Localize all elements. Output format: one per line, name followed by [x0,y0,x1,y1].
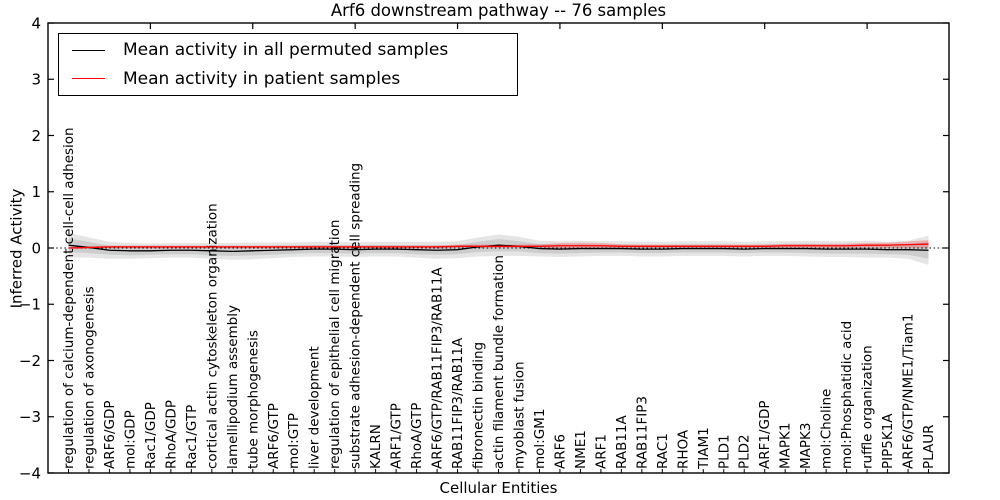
x-tick-label: RHOA [675,429,691,469]
y-tick-label: 3 [31,71,41,89]
y-tick-label: −2 [19,352,41,370]
legend-item-patient: Mean activity in patient samples [72,67,517,91]
x-tick-label: PLAUR [921,425,937,469]
confidence-band-permuted-outer [68,232,929,265]
x-tick-label: NME1 [573,430,589,469]
x-tick-label: PLD2 [737,434,753,469]
x-tick-label: RAC1 [655,433,671,469]
x-axis-label: Cellular Entities [439,479,558,497]
x-tick-label: mol:GM1 [532,409,548,469]
y-tick-label: −1 [19,296,41,314]
permuted-mean-line [68,244,929,253]
x-tick-label: mol:GDP [122,410,138,469]
x-tick-label: substrate adhesion-dependent cell spread… [348,163,364,469]
confidence-band-permuted-inner [68,238,929,259]
x-tick-label: MAPK1 [778,423,794,469]
legend-item-permuted: Mean activity in all permuted samples [72,38,517,62]
x-tick-label: PLD1 [716,434,732,469]
x-tick-label: RhoA/GDP [163,400,179,469]
x-tick-label: mol:GTP [286,413,302,469]
y-tick-label: −4 [19,464,41,482]
x-tick-label: PIP5K1A [880,413,896,469]
x-tick-label: fibronectin binding [471,342,487,469]
x-tick-label: RAB11FIP3 [634,396,650,469]
chart-title: Arf6 downstream pathway -- 76 samples [330,1,667,20]
x-tick-label: RhoA/GTP [409,403,425,469]
x-tick-label: Rac1/GDP [143,402,159,469]
x-tick-label: ARF6/GTP [266,403,282,469]
x-tick-label: regulation of calcium-dependent cell-cel… [61,127,77,469]
x-tick-label: regulation of epithelial cell migration [327,220,343,469]
y-tick-label: −3 [19,408,41,426]
x-tick-label: ruffle organization [860,345,876,469]
x-tick-label: ARF6 [552,434,568,469]
x-tick-label: ARF6/GTP/RAB11FIP3/RAB11A [430,267,446,469]
x-tick-label: ARF1 [593,434,609,469]
x-tick-label: regulation of axonogenesis [81,286,97,469]
legend-label: Mean activity in patient samples [123,68,401,89]
x-tick-label: liver development [307,346,323,469]
x-tick-label: myoblast fusion [511,361,527,469]
y-axis-label: Inferred Activity [7,188,26,309]
x-tick-label: mol:Phosphatidic acid [839,321,855,469]
x-tick-label: lamellipodium assembly [225,305,241,469]
x-tick-label: cortical actin cytoskeleton organization [204,203,220,469]
x-tick-label: ARF6/GTP/NME1/Tiam1 [901,314,917,469]
x-tick-label: ARF1/GTP [389,403,405,469]
legend: Mean activity in all permuted samples Me… [58,33,518,96]
patient-line-swatch [72,78,105,80]
y-tick-label: 4 [31,14,41,32]
x-tick-label: RAB11A [614,414,630,469]
x-tick-label: ARF1/GDP [757,400,773,469]
legend-label: Mean activity in all permuted samples [123,40,449,61]
x-tick-label: MAPK3 [798,423,814,469]
x-tick-label: TIAM1 [696,427,712,470]
y-tick-label: 1 [31,183,41,201]
y-tick-label: 2 [31,127,41,145]
permuted-line-swatch [72,49,105,51]
x-tick-label: RAB11FIP3/RAB11A [450,337,466,469]
x-tick-label: Rac1/GTP [184,405,200,469]
y-tick-label: 0 [31,239,41,257]
x-tick-label: mol:Choline [819,389,835,469]
x-tick-label: tube morphogenesis [245,330,261,469]
x-tick-label: actin filament bundle formation [491,255,507,469]
patient-mean-line [68,243,929,249]
x-tick-label: KALRN [368,424,384,469]
x-tick-label: ARF6/GDP [102,400,118,469]
